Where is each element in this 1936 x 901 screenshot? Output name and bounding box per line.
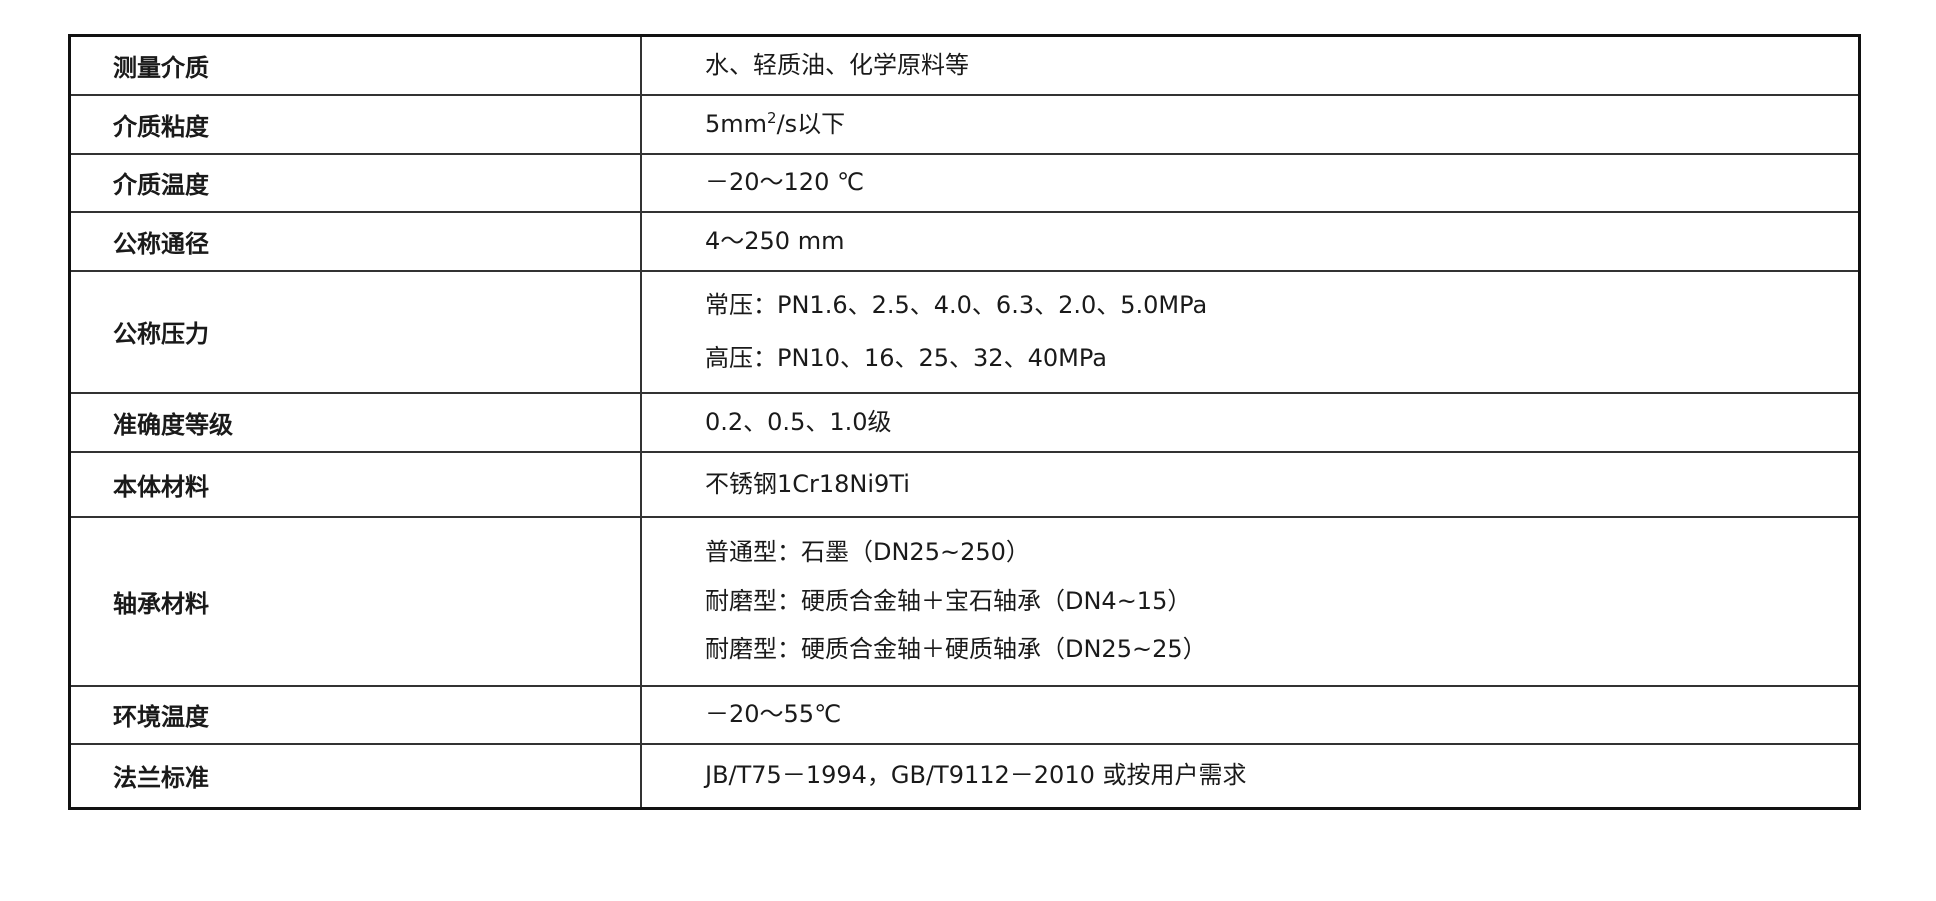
row-value: 0.2、0.5、1.0级	[640, 391, 1861, 453]
table-row: 本体材料 不锈钢1Cr18Ni9Ti	[68, 450, 1861, 518]
row-label: 环境温度	[68, 684, 642, 745]
row-label: 公称压力	[68, 269, 642, 394]
table-row: 介质温度 －20～120 ℃	[68, 152, 1861, 213]
value-line: 普通型：石墨（DN25~250）	[705, 537, 1030, 566]
row-label: 准确度等级	[68, 391, 642, 453]
value-line: －20～120 ℃	[705, 168, 864, 197]
value-prefix: 5mm	[705, 110, 768, 139]
row-value: －20～55℃	[640, 684, 1861, 745]
row-label: 测量介质	[68, 34, 642, 96]
row-label: 本体材料	[68, 450, 642, 518]
table-row: 环境温度 －20～55℃	[68, 684, 1861, 745]
spec-table: 测量介质 水、轻质油、化学原料等 介质粘度 5mm2/s以下 介质温度 －20～…	[68, 34, 1861, 810]
value-line: 5mm2/s以下	[705, 109, 1858, 139]
table-row: 测量介质 水、轻质油、化学原料等	[68, 34, 1861, 96]
value-suffix: /s以下	[776, 110, 846, 139]
value-line: 耐磨型：硬质合金轴＋宝石轴承（DN4~15）	[705, 586, 1192, 615]
row-value: －20～120 ℃	[640, 152, 1861, 213]
table-row: 介质粘度 5mm2/s以下	[68, 93, 1861, 155]
row-value: 不锈钢1Cr18Ni9Ti	[640, 450, 1861, 518]
table-row: 轴承材料 普通型：石墨（DN25~250） 耐磨型：硬质合金轴＋宝石轴承（DN4…	[68, 515, 1861, 687]
row-label: 公称通径	[68, 210, 642, 272]
value-line: 水、轻质油、化学原料等	[705, 50, 969, 79]
row-label: 法兰标准	[68, 742, 642, 810]
value-line: 不锈钢1Cr18Ni9Ti	[705, 469, 910, 498]
table-row: 公称通径 4～250 mm	[68, 210, 1861, 272]
row-value: 4～250 mm	[640, 210, 1861, 272]
table-row: 公称压力 常压：PN1.6、2.5、4.0、6.3、2.0、5.0MPa 高压：…	[68, 269, 1861, 394]
row-value: JB/T75－1994，GB/T9112－2010 或按用户需求	[640, 742, 1861, 810]
row-value: 5mm2/s以下	[640, 93, 1861, 155]
row-label: 介质温度	[68, 152, 642, 213]
row-label: 介质粘度	[68, 93, 642, 155]
value-line: 高压：PN10、16、25、32、40MPa	[705, 343, 1107, 372]
value-superscript: 2	[767, 109, 777, 128]
row-value: 水、轻质油、化学原料等	[640, 34, 1861, 96]
row-value: 普通型：石墨（DN25~250） 耐磨型：硬质合金轴＋宝石轴承（DN4~15） …	[640, 515, 1861, 687]
value-line: 常压：PN1.6、2.5、4.0、6.3、2.0、5.0MPa	[705, 290, 1208, 319]
value-line: 0.2、0.5、1.0级	[705, 407, 892, 436]
table-row: 法兰标准 JB/T75－1994，GB/T9112－2010 或按用户需求	[68, 742, 1861, 810]
row-value: 常压：PN1.6、2.5、4.0、6.3、2.0、5.0MPa 高压：PN10、…	[640, 269, 1861, 394]
value-line: JB/T75－1994，GB/T9112－2010 或按用户需求	[705, 761, 1247, 790]
row-label: 轴承材料	[68, 515, 642, 687]
value-line: －20～55℃	[705, 700, 842, 729]
table-row: 准确度等级 0.2、0.5、1.0级	[68, 391, 1861, 453]
value-line: 耐磨型：硬质合金轴＋硬质轴承（DN25~25）	[705, 635, 1207, 664]
value-line: 4～250 mm	[705, 226, 845, 255]
